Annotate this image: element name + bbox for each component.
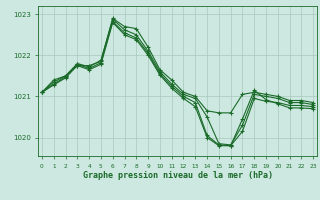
X-axis label: Graphe pression niveau de la mer (hPa): Graphe pression niveau de la mer (hPa) — [83, 171, 273, 180]
